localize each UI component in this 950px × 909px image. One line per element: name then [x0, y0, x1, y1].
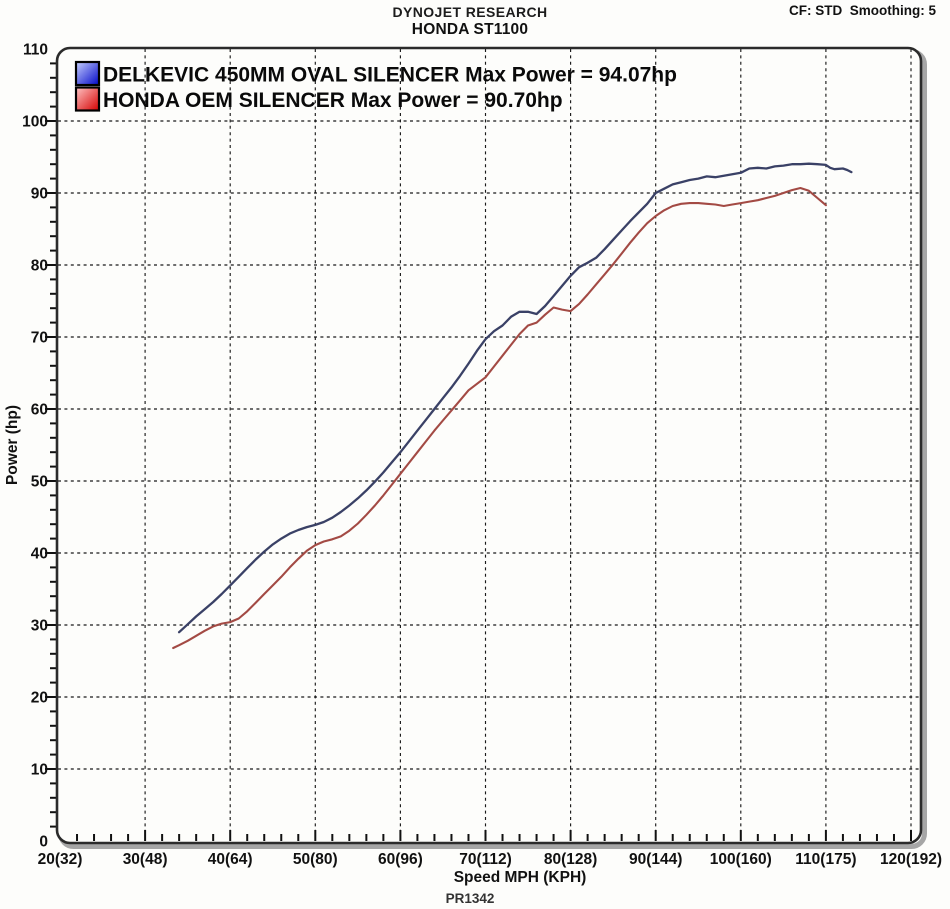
x-axis-title: Speed MPH (KPH): [454, 869, 587, 886]
y-tick-label: 100: [22, 114, 48, 131]
y-tick-label: 30: [31, 618, 48, 635]
header-title-line2: HONDA ST1100: [411, 21, 529, 38]
run-code-label: PR1342: [446, 891, 495, 906]
legend-label: HONDA OEM SILENCER Max Power = 90.70hp: [103, 89, 563, 112]
legend-swatch-honda-oem: [74, 86, 101, 112]
x-tick-label: 30(48): [123, 851, 168, 868]
y-axis-labels: 0 10 20 30 40 50 60 70 80 90 100 110: [22, 42, 48, 851]
x-tick-label: 50(80): [293, 851, 338, 868]
legend: DELKEVIC 450MM OVAL SILENCER Max Power =…: [74, 60, 677, 112]
legend-swatch-delkevic: [74, 60, 101, 87]
x-tick-label: 60(96): [378, 851, 423, 868]
y-tick-label: 10: [31, 762, 48, 779]
honda-oem-power-curve: [172, 186, 827, 650]
y-tick-label: 50: [31, 474, 48, 491]
delkevic-power-curve: [177, 162, 853, 634]
correction-smoothing-label: CF: STD Smoothing: 5: [789, 3, 936, 18]
y-tick-label: 90: [31, 186, 48, 203]
plot-border: [55, 46, 923, 845]
x-tick-label: 70(112): [459, 851, 512, 868]
x-tick-label: 80(128): [544, 851, 597, 868]
x-tick-label: 20(32): [38, 851, 83, 868]
x-axis-labels: 20(32) 30(48) 40(64) 50(80) 60(96) 70(112) 80(…: [38, 851, 942, 868]
y-tick-label: 70: [31, 330, 48, 347]
x-tick-label: 100(160): [710, 851, 772, 868]
x-tick-label: 110(175): [795, 851, 856, 868]
x-tick-label: 120(192): [880, 851, 942, 868]
x-tick-label: 40(64): [208, 851, 253, 868]
y-axis-title: Power (hp): [4, 405, 21, 485]
y-tick-label: 20: [31, 690, 48, 707]
y-tick-label: 110: [23, 42, 48, 59]
header-title-line1: DYNOJET RESEARCH: [392, 4, 548, 20]
y-tick-label: 60: [31, 402, 48, 419]
x-tick-label: 90(144): [629, 851, 682, 868]
y-tick-label: 40: [31, 546, 48, 563]
plot-background: [57, 48, 921, 843]
y-tick-label: 80: [31, 258, 48, 275]
gridlines: [58, 49, 920, 842]
y-tick-label: 0: [39, 834, 48, 851]
chart-header: DYNOJET RESEARCH HONDA ST1100: [0, 4, 940, 39]
legend-label: DELKEVIC 450MM OVAL SILENCER Max Power =…: [103, 64, 677, 87]
